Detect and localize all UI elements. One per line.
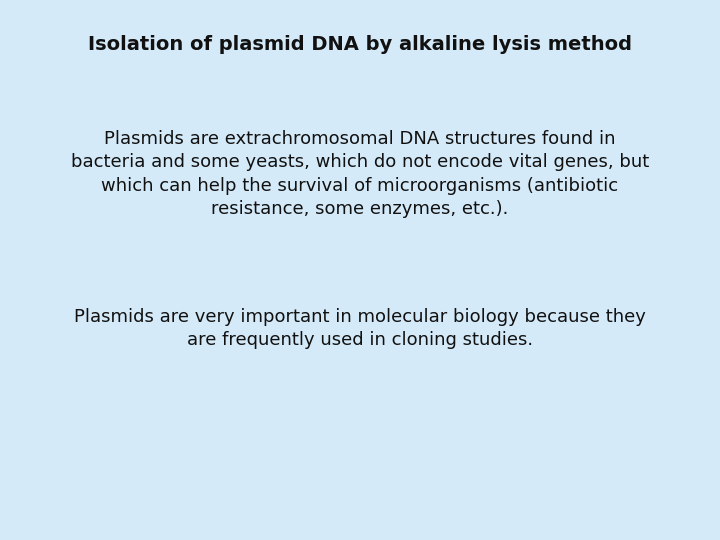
Text: Plasmids are very important in molecular biology because they
are frequently use: Plasmids are very important in molecular…: [74, 308, 646, 349]
Text: Plasmids are extrachromosomal DNA structures found in
bacteria and some yeasts, : Plasmids are extrachromosomal DNA struct…: [71, 130, 649, 218]
Text: Isolation of plasmid DNA by alkaline lysis method: Isolation of plasmid DNA by alkaline lys…: [88, 35, 632, 54]
